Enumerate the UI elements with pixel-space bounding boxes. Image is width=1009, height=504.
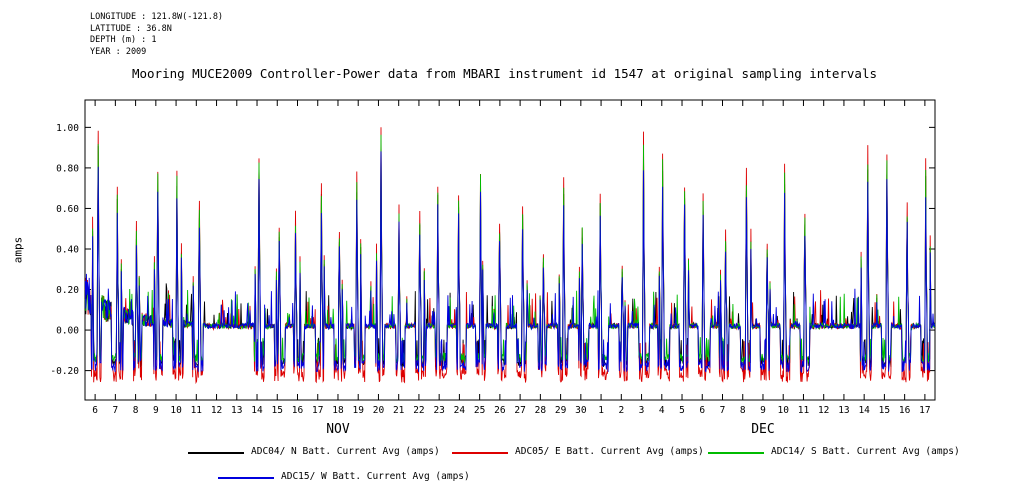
x-day-label: 19 — [352, 405, 364, 416]
metadata-latitude: LATITUDE : 36.8N — [90, 23, 172, 34]
x-day-label: 25 — [474, 405, 485, 416]
x-day-label: 13 — [231, 405, 242, 416]
x-day-label: 18 — [332, 405, 344, 416]
x-day-label: 14 — [858, 405, 870, 416]
series-line-1 — [84, 127, 936, 385]
series-line-3 — [84, 151, 936, 374]
legend-swatch-1 — [452, 452, 508, 454]
legend-swatch-2 — [708, 452, 764, 454]
x-day-label: 11 — [191, 405, 203, 416]
x-day-label: 26 — [494, 405, 506, 416]
y-tick-label: 0.80 — [56, 163, 79, 174]
x-day-label: 7 — [112, 405, 118, 416]
x-day-label: 16 — [899, 405, 911, 416]
x-month-label: DEC — [751, 422, 774, 437]
x-day-label: 21 — [393, 405, 405, 416]
x-day-label: 10 — [170, 405, 182, 416]
y-tick-label: 0.00 — [56, 326, 79, 337]
x-day-label: 23 — [433, 405, 444, 416]
x-day-label: 12 — [818, 405, 829, 416]
metadata-longitude: LONGITUDE : 121.8W(-121.8) — [90, 12, 224, 22]
y-tick-label: 0.60 — [56, 204, 79, 215]
y-tick-label: 0.20 — [56, 285, 79, 296]
x-day-label: 5 — [679, 405, 685, 416]
x-day-label: 17 — [919, 405, 930, 416]
x-day-label: 28 — [535, 405, 547, 416]
x-day-label: 29 — [555, 405, 567, 416]
legend-label-adc15: ADC15/ W Batt. Current Avg (amps) — [281, 471, 470, 482]
x-day-label: 1 — [598, 405, 604, 416]
legend-swatch-0 — [188, 452, 244, 454]
x-day-label: 27 — [514, 405, 525, 416]
x-day-label: 17 — [312, 405, 323, 416]
x-day-label: 8 — [133, 405, 139, 416]
x-day-label: 15 — [272, 405, 283, 416]
series-line-0 — [84, 137, 936, 369]
x-day-label: 16 — [292, 405, 304, 416]
x-day-label: 12 — [211, 405, 222, 416]
y-tick-label: -0.20 — [50, 366, 79, 377]
x-day-label: 22 — [413, 405, 424, 416]
x-day-label: 9 — [760, 405, 766, 416]
x-day-label: 11 — [798, 405, 810, 416]
y-tick-label: 0.40 — [56, 244, 79, 255]
x-day-label: 24 — [454, 405, 466, 416]
axis-frame — [84, 99, 936, 401]
x-day-label: 15 — [879, 405, 890, 416]
x-day-label: 2 — [618, 405, 624, 416]
x-day-label: 20 — [373, 405, 385, 416]
x-day-label: 13 — [838, 405, 849, 416]
x-day-label: 6 — [92, 405, 98, 416]
x-day-label: 10 — [777, 405, 789, 416]
legend-label-adc14: ADC14/ S Batt. Current Avg (amps) — [771, 446, 960, 457]
x-day-label: 30 — [575, 405, 587, 416]
x-day-label: 3 — [639, 405, 645, 416]
legend-swatch-3 — [218, 477, 274, 479]
y-tick-label: 1.00 — [56, 123, 79, 134]
legend-label-adc05: ADC05/ E Batt. Current Avg (amps) — [515, 446, 704, 457]
x-day-label: 4 — [659, 405, 665, 416]
plot-title: Mooring MUCE2009 Controller-Power data f… — [131, 66, 878, 81]
x-day-label: 9 — [153, 405, 159, 416]
x-day-label: 14 — [251, 405, 263, 416]
x-day-label: 6 — [699, 405, 705, 416]
metadata-year: YEAR : 2009 — [90, 46, 147, 57]
x-day-label: 7 — [720, 405, 726, 416]
x-month-label: NOV — [326, 422, 350, 437]
legend-label-adc04: ADC04/ N Batt. Current Avg (amps) — [251, 446, 440, 457]
metadata-depth: DEPTH (m) : 1 — [90, 35, 157, 45]
x-day-label: 8 — [740, 405, 746, 416]
metadata-block: LONGITUDE : 121.8W(-121.8) LATITUDE : 36… — [90, 12, 223, 58]
